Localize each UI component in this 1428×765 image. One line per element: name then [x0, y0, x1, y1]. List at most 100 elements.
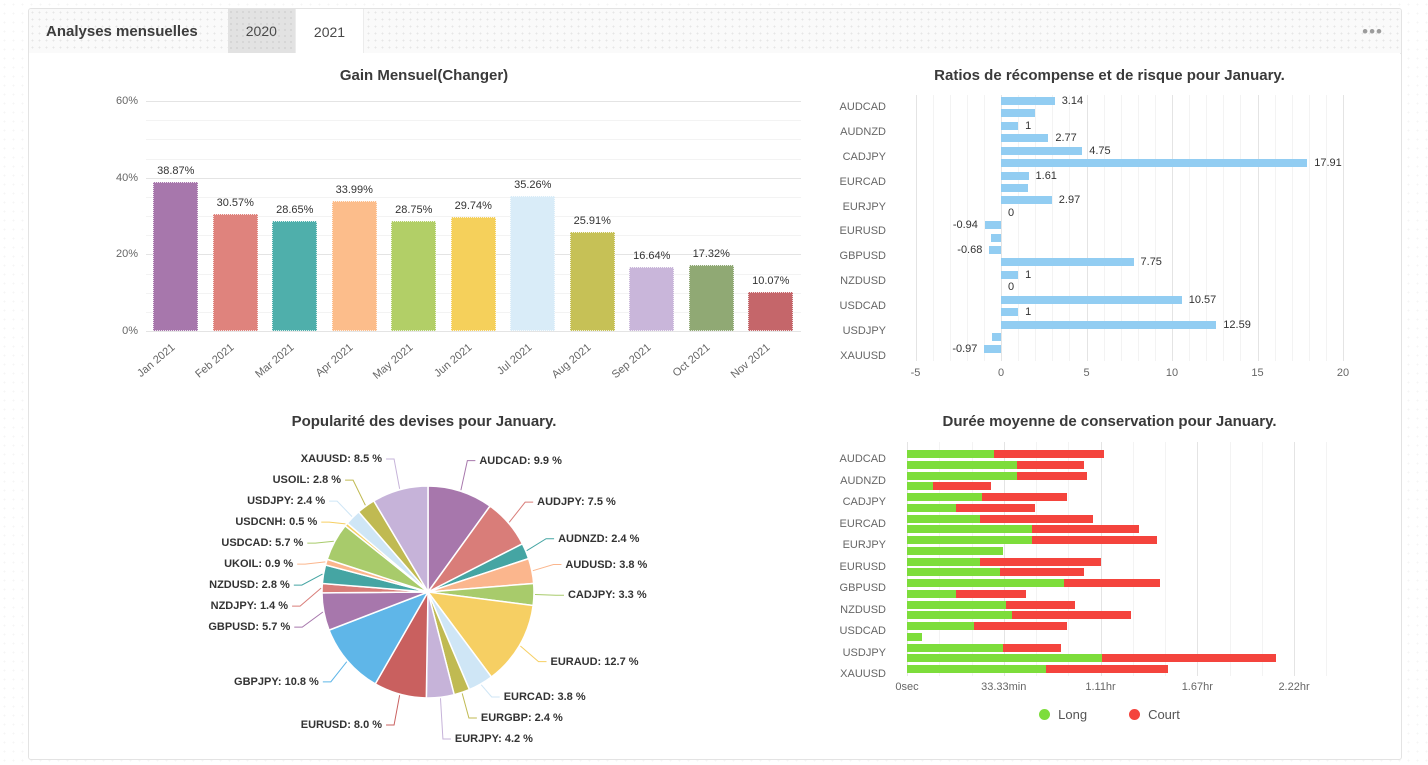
bar-value-label: 1 — [1025, 268, 1032, 281]
bar-value-label: 10.07% — [752, 275, 790, 288]
pie-label-cadjpy: CADJPY: 3.3 % — [567, 589, 647, 602]
pie-label-gbpjpy: GBPJPY: 10.8 % — [234, 675, 319, 688]
duration-court-bar-nzdusd — [1011, 611, 1131, 620]
pie-connector-audnzd — [526, 538, 555, 552]
bar-value-label: 3.14 — [1061, 95, 1084, 107]
x-axis-tick-label: 0sec — [895, 681, 919, 693]
pie-label-euraud: EURAUD: 12.7 % — [550, 655, 639, 668]
pie-label-usdcad: USDCAD: 5.7 % — [221, 537, 304, 550]
x-axis-tick-label: 1.11hr — [1085, 681, 1116, 693]
category-label-cadjpy: CADJPY — [842, 496, 886, 509]
bar-value-label: 38.87% — [157, 165, 195, 177]
minor-gridline — [949, 95, 951, 361]
duration-long-bar-gbpusd — [907, 579, 1064, 587]
chart-title-monthly-gain: Gain Mensuel(Changer) — [339, 67, 509, 84]
minor-gridline — [146, 158, 801, 160]
bar-value-label: -0.94 — [952, 219, 978, 232]
legend-item-long[interactable]: Long — [1039, 707, 1087, 722]
ellipsis-menu-icon[interactable]: ••• — [1362, 21, 1383, 41]
bar-value-label: 1.61 — [1035, 169, 1057, 182]
ratio-bar-eurcad — [1001, 183, 1028, 192]
duration-court-bar-gbpusd — [956, 589, 1027, 598]
major-gridline — [1197, 442, 1199, 676]
legend-label-court: Court — [1148, 707, 1180, 722]
header-spacer — [364, 9, 1344, 53]
pie-connector-ukoil — [297, 561, 326, 565]
x-axis-tick-label: 5 — [1083, 367, 1090, 379]
minor-gridline — [146, 139, 801, 141]
ratio-bar-cadjpy — [1001, 159, 1308, 168]
category-label-eurjpy: EURJPY — [842, 200, 886, 213]
pie-label-gbpusd: GBPUSD: 5.7 % — [208, 621, 291, 634]
minor-gridline — [1069, 95, 1071, 361]
ratio-bar-xauusd — [984, 345, 1001, 354]
bar-value-label: 29.74% — [454, 200, 492, 212]
major-gridline — [1086, 95, 1088, 361]
x-axis-tick-label: 15 — [1251, 367, 1264, 379]
minor-gridline — [1132, 442, 1134, 676]
minor-gridline — [146, 120, 801, 122]
duration-long-bar-usdjpy — [907, 643, 1003, 652]
minor-gridline — [1018, 95, 1020, 361]
bar-value-label: 7.75 — [1140, 256, 1162, 269]
major-gridline — [1172, 95, 1173, 361]
ratio-bar-eurcad — [1001, 171, 1029, 180]
duration-long-bar-xauusd — [907, 665, 1047, 673]
minor-gridline — [1223, 95, 1225, 361]
tab-2021[interactable]: 2021 — [294, 9, 365, 54]
duration-court-bar-eurcad — [979, 514, 1093, 523]
bar-value-label: 25.91% — [573, 214, 611, 227]
pie-slice-xauusd[interactable] — [372, 485, 429, 595]
category-label-nzdusd: NZDUSD — [840, 603, 886, 616]
duration-long-bar-eurusd — [907, 557, 980, 566]
major-gridline — [146, 177, 801, 179]
duration-long-bar-audnzd — [907, 482, 934, 491]
bar-value-label: 35.26% — [514, 178, 552, 191]
legend-label-long: Long — [1058, 707, 1088, 722]
ratio-bar-gbpusd — [989, 246, 1001, 255]
y-axis-tick-label: 40% — [115, 171, 138, 184]
minor-gridline — [146, 216, 801, 217]
bar-aug-2021 — [569, 231, 615, 331]
chart-title-reward-risk: Ratios de récompense et de risque pour J… — [934, 67, 1285, 84]
duration-court-bar-eurjpy — [1031, 536, 1157, 544]
pie-label-usdcnh: USDCNH: 0.5 % — [235, 516, 318, 529]
bar-sep-2021 — [629, 267, 675, 331]
x-axis-tick-label: 20 — [1336, 367, 1350, 379]
y-axis-tick-label: 20% — [115, 248, 138, 261]
minor-gridline — [1189, 95, 1191, 361]
category-label-gbpusd: GBPUSD — [839, 250, 886, 263]
minor-gridline — [1035, 95, 1037, 361]
bar-nov-2021 — [748, 292, 794, 331]
long-legend-dot-icon — [1039, 709, 1051, 720]
bar-value-label: 12.59 — [1223, 318, 1251, 331]
pie-label-eurjpy: EURJPY: 4.2 % — [454, 733, 533, 745]
bar-value-label: 2.77 — [1055, 132, 1077, 145]
pie-label-xauusd: XAUUSD: 8.5 % — [300, 452, 383, 465]
minor-gridline — [1274, 95, 1276, 361]
duration-court-bar-eurcad — [1031, 525, 1140, 534]
pie-slice-euraud[interactable] — [426, 591, 534, 679]
ratio-bar-usdcad — [1001, 308, 1019, 317]
tab-2020[interactable]: 2020 — [227, 9, 295, 53]
bar-value-label: 28.75% — [395, 203, 433, 216]
duration-long-bar-eurcad — [907, 525, 1032, 534]
bar-value-label: 1 — [1025, 306, 1032, 319]
pie-slice-gbpjpy[interactable] — [328, 590, 430, 685]
duration-long-bar-audcad — [907, 460, 1018, 469]
duration-court-bar-usdcad — [973, 622, 1067, 630]
legend-item-court[interactable]: Court — [1129, 707, 1180, 722]
category-label-eurjpy: EURJPY — [842, 539, 886, 552]
pie-label-usoil: USOIL: 2.8 % — [272, 474, 342, 487]
duration-court-bar-cadjpy — [956, 503, 1035, 512]
bar-value-label: -0.68 — [957, 244, 983, 257]
duration-court-bar-audnzd — [1017, 471, 1087, 480]
duration-court-bar-eurusd — [979, 557, 1102, 566]
duration-long-bar-nzdusd — [907, 611, 1012, 620]
pie-connector-usoil — [345, 479, 366, 506]
bar-jun-2021 — [450, 217, 496, 331]
category-label-eurcad: EURCAD — [839, 517, 886, 530]
minor-gridline — [966, 95, 968, 361]
pie-connector-nzdjpy — [292, 587, 322, 607]
duration-long-bar-nzdusd — [907, 600, 1006, 609]
